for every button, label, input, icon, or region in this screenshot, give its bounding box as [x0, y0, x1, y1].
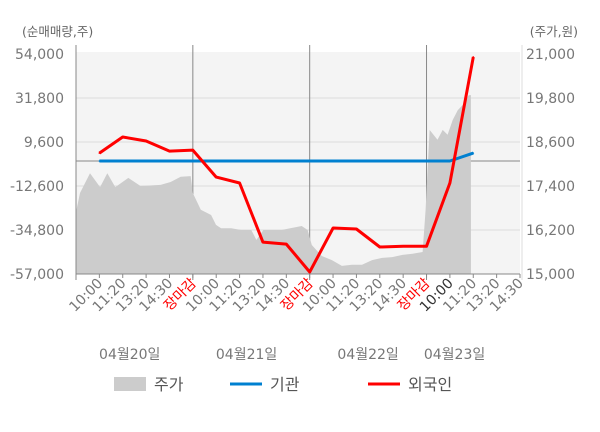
legend: 주가 기관 외국인	[114, 375, 452, 394]
institution-point	[425, 160, 428, 162]
foreign-point	[262, 241, 264, 243]
institution-point	[449, 160, 451, 162]
legend-label-price: 주가	[154, 375, 184, 394]
foreign-point	[168, 150, 171, 152]
foreign-point	[215, 176, 218, 178]
foreign-point	[472, 56, 475, 58]
price-area	[76, 95, 471, 274]
legend-label-foreign: 외국인	[408, 375, 452, 394]
foreign-point	[238, 182, 241, 184]
date-label: 04월20일	[99, 347, 160, 363]
institution-point	[192, 160, 194, 162]
date-label: 04월23일	[424, 347, 485, 363]
foreign-point	[145, 140, 147, 142]
left-axis-label: (순매매량,주)	[22, 24, 93, 39]
foreign-point	[402, 245, 404, 248]
foreign-point	[332, 227, 334, 229]
institution-point	[145, 160, 147, 162]
institution-point	[402, 160, 404, 162]
legend-swatch-price	[114, 377, 146, 391]
institution-point	[355, 160, 358, 162]
institution-point	[98, 160, 101, 162]
left-tick-label: 31,800	[15, 91, 64, 107]
left-tick-label: 9,600	[24, 135, 64, 151]
foreign-point	[192, 149, 194, 151]
legend-label-institution: 기관	[270, 375, 300, 394]
foreign-point	[449, 182, 451, 184]
foreign-point	[98, 152, 101, 154]
left-tick-label: 54,000	[15, 47, 64, 63]
foreign-point	[285, 243, 288, 245]
right-tick-label: 21,000	[526, 47, 575, 63]
institution-point	[378, 160, 381, 162]
left-tick-label: -12,600	[10, 179, 64, 195]
institution-point	[168, 160, 171, 162]
right-tick-label: 19,800	[526, 91, 575, 107]
institution-point	[121, 160, 124, 162]
date-label: 04월21일	[216, 347, 277, 363]
institution-point	[215, 160, 218, 162]
left-tick-label: -34,800	[10, 223, 64, 239]
left-tick-label: -57,000	[10, 267, 64, 283]
foreign-point	[425, 245, 428, 248]
institution-point	[262, 160, 264, 162]
right-axis-label: (주가,원)	[530, 24, 578, 39]
institution-point	[308, 160, 311, 162]
institution-point	[238, 160, 241, 162]
foreign-point	[121, 136, 124, 138]
right-tick-label: 16,200	[526, 223, 575, 239]
foreign-point	[308, 271, 311, 273]
institution-point	[472, 152, 475, 154]
foreign-point	[378, 246, 381, 248]
institution-point	[285, 160, 288, 162]
date-label: 04월22일	[337, 347, 398, 363]
right-tick-label: 18,600	[526, 135, 575, 151]
right-tick-label: 15,000	[526, 267, 575, 283]
institution-point	[332, 160, 334, 162]
foreign-point	[355, 228, 358, 230]
right-tick-label: 17,400	[526, 179, 575, 195]
